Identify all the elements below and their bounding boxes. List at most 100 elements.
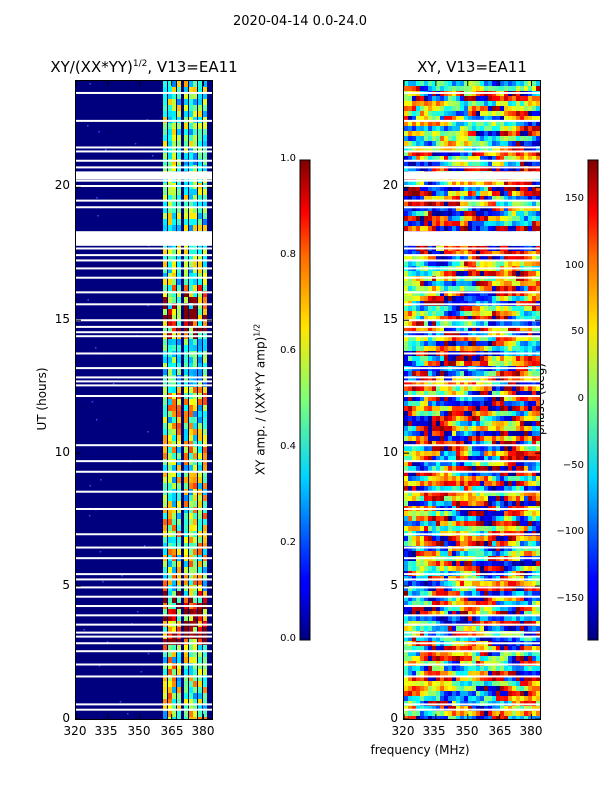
phase-cell [532, 616, 536, 621]
phase-cell [448, 511, 452, 516]
phase-cell [504, 151, 508, 156]
phase-cell [472, 211, 476, 216]
phase-cell [528, 101, 532, 106]
phase-cell [476, 281, 480, 286]
phase-cell [440, 311, 444, 316]
phase-cell [428, 321, 432, 326]
amp-cell [168, 303, 172, 309]
phase-cell [504, 116, 508, 121]
amp-speck [97, 215, 99, 217]
amp-cell [184, 189, 188, 195]
amp-cell [184, 663, 188, 669]
phase-cell [456, 336, 460, 341]
phase-cell [524, 306, 528, 311]
phase-cell [508, 151, 512, 156]
phase-cell [476, 306, 480, 311]
phase-cell [476, 516, 480, 521]
amp-cell [172, 651, 176, 657]
phase-cell [528, 421, 532, 426]
phase-cell [424, 281, 428, 286]
phase-cell [484, 211, 488, 216]
phase-cell [448, 651, 452, 656]
phase-cell [500, 431, 504, 436]
phase-cell [468, 96, 472, 101]
phase-cell [532, 386, 536, 391]
phase-cell [536, 616, 540, 621]
phase-cell [444, 341, 448, 346]
phase-cell [476, 331, 480, 336]
phase-cell [460, 406, 464, 411]
phase-cell [464, 481, 468, 486]
phase-cell [424, 581, 428, 586]
phase-cell [408, 326, 412, 331]
amp-cell [177, 339, 181, 345]
phase-cell [472, 431, 476, 436]
phase-cell [492, 371, 496, 376]
phase-cell [472, 131, 476, 136]
phase-cell [488, 261, 492, 266]
phase-cell [500, 381, 504, 386]
amp-cell [189, 363, 193, 369]
phase-cell [488, 316, 492, 321]
phase-cell [420, 201, 424, 206]
phase-cell [468, 491, 472, 496]
phase-cell [492, 291, 496, 296]
phase-cell [408, 281, 412, 286]
amp-cell [172, 255, 176, 261]
amp-cell [177, 219, 181, 225]
phase-y-tick-5: 5 [390, 578, 398, 592]
phase-cell [428, 216, 432, 221]
phase-cell [488, 451, 492, 456]
phase-cell [432, 511, 436, 516]
phase-cell [528, 361, 532, 366]
phase-cell [504, 256, 508, 261]
amp-cell [203, 321, 207, 327]
phase-cell [496, 296, 500, 301]
phase-cell [476, 566, 480, 571]
phase-cell [524, 261, 528, 266]
phase-cell [428, 136, 432, 141]
phase-cell [456, 296, 460, 301]
amp-cell [189, 579, 193, 585]
amp-cell [177, 255, 181, 261]
phase-cell [520, 146, 524, 151]
phase-cell [508, 601, 512, 606]
phase-cell [472, 636, 476, 641]
phase-cell [520, 211, 524, 216]
phase-cell [452, 501, 456, 506]
phase-cell [448, 286, 452, 291]
phase-cell [528, 446, 532, 451]
phase-cell [492, 501, 496, 506]
phase-cell [480, 291, 484, 296]
phase-cell [456, 581, 460, 586]
amp-cell [184, 315, 188, 321]
phase-cell [428, 396, 432, 401]
phase-cell [512, 336, 516, 341]
phase-cell [416, 291, 420, 296]
amp-flag-line [76, 642, 212, 645]
phase-cell [440, 321, 444, 326]
amp-cell [184, 285, 188, 291]
phase-cell [456, 356, 460, 361]
phase-cell [516, 461, 520, 466]
phase-cell [408, 651, 412, 656]
phase-cell [440, 611, 444, 616]
amp-cell [198, 483, 202, 489]
phase-cell [468, 621, 472, 626]
phase-cell [496, 591, 500, 596]
phase-cell [420, 271, 424, 276]
phase-cell [520, 401, 524, 406]
phase-cell [408, 456, 412, 461]
amp-cell [203, 441, 207, 447]
phase-cell [520, 251, 524, 256]
amp-cell [168, 309, 172, 315]
phase-cell [504, 636, 508, 641]
amp-cell [189, 81, 193, 87]
phase-cell [520, 216, 524, 221]
phase-cell [404, 606, 408, 611]
phase-cell [484, 166, 488, 171]
amp-cell [184, 465, 188, 471]
amp-cell [168, 513, 172, 519]
phase-cell [500, 621, 504, 626]
phase-cell [472, 551, 476, 556]
